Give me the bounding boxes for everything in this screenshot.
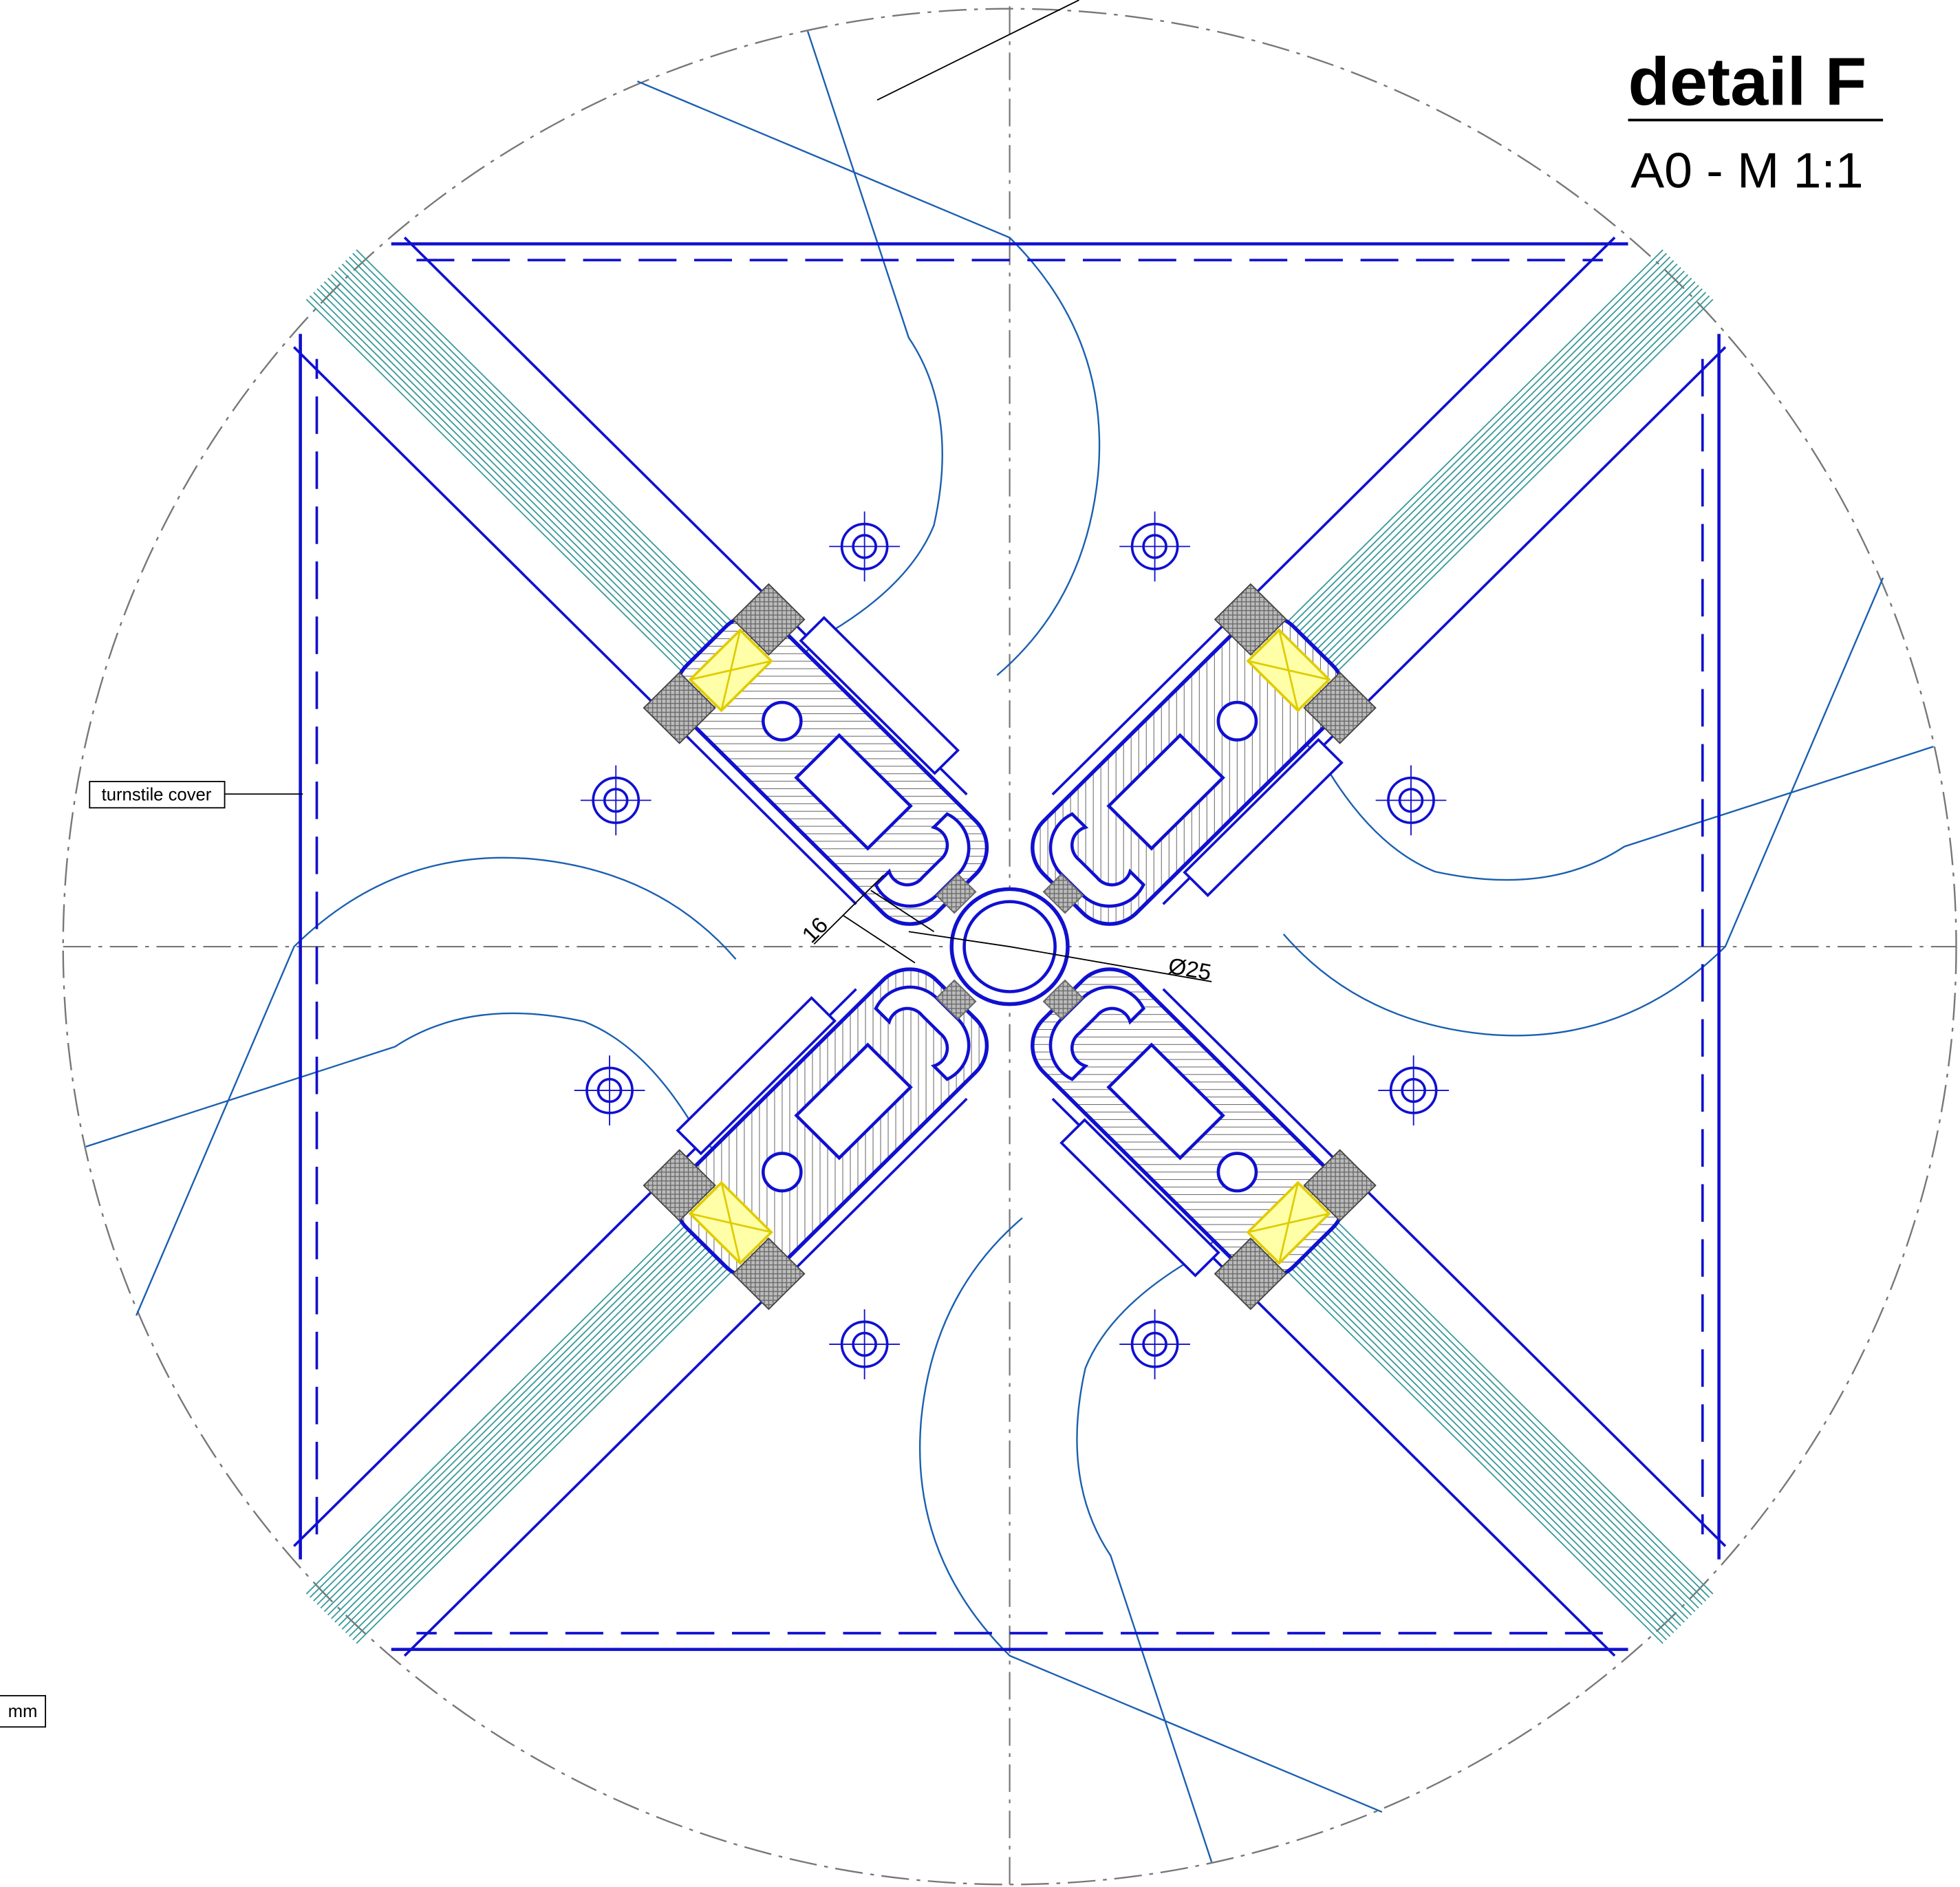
dimension-line xyxy=(908,931,1212,982)
label-box xyxy=(89,781,226,809)
dimension-line xyxy=(813,874,935,964)
cover-label: turnstile cover xyxy=(102,785,212,804)
title: detail F xyxy=(1628,44,1867,119)
label-box xyxy=(0,1694,46,1728)
unit-label: mm xyxy=(8,1702,38,1721)
dimension-label: Ø25 xyxy=(1167,953,1214,985)
dimension-label: 16 xyxy=(797,912,832,948)
leader xyxy=(876,0,1079,101)
center-tube xyxy=(962,900,1057,993)
scale: A0 - M 1:1 xyxy=(1630,143,1863,199)
